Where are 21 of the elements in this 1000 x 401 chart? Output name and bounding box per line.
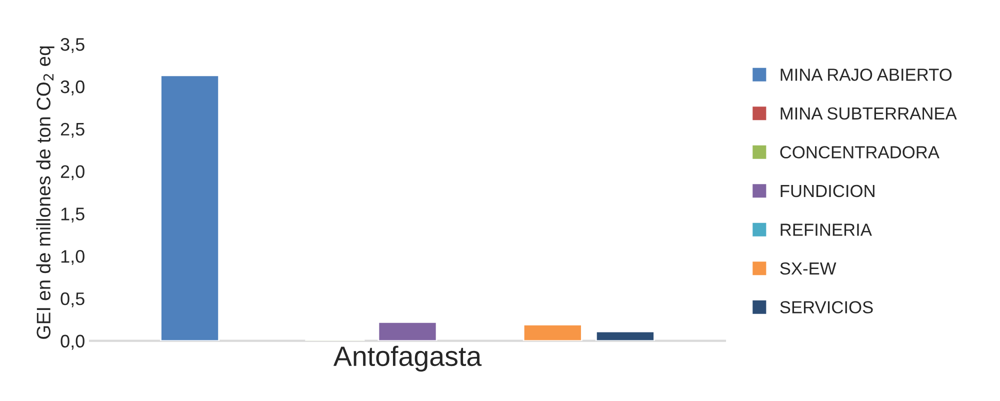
legend-label: REFINERIA xyxy=(780,224,872,236)
y-tick-label: 1,0 xyxy=(61,250,84,265)
bar xyxy=(595,330,655,341)
bar xyxy=(522,324,582,341)
legend-label: MINA SUBTERRANEA xyxy=(780,107,957,120)
bar xyxy=(160,74,220,341)
bar xyxy=(378,322,438,341)
y-tick-label: 1,5 xyxy=(61,208,84,223)
legend-label: CONCENTRADORA xyxy=(780,146,940,158)
y-tick-label: 2,0 xyxy=(60,165,84,180)
y-axis-title: GEI en de millones de ton CO$_{2}$ eq xyxy=(36,46,54,339)
y-tick-label: 0,5 xyxy=(60,292,84,308)
legend-label: SX-EW xyxy=(780,262,836,275)
legend-label: MINA RAJO ABIERTO xyxy=(780,68,952,81)
legend-label: FUNDICION xyxy=(780,184,874,198)
y-tick-label: 0,0 xyxy=(60,334,84,350)
x-tick-label: Antofagasta xyxy=(333,346,482,372)
y-tick-label: 3,5 xyxy=(60,38,84,53)
y-tick-label: 3,0 xyxy=(60,80,84,96)
legend-label: SERVICIOS xyxy=(780,301,873,314)
y-tick-label: 2,5 xyxy=(60,122,84,138)
